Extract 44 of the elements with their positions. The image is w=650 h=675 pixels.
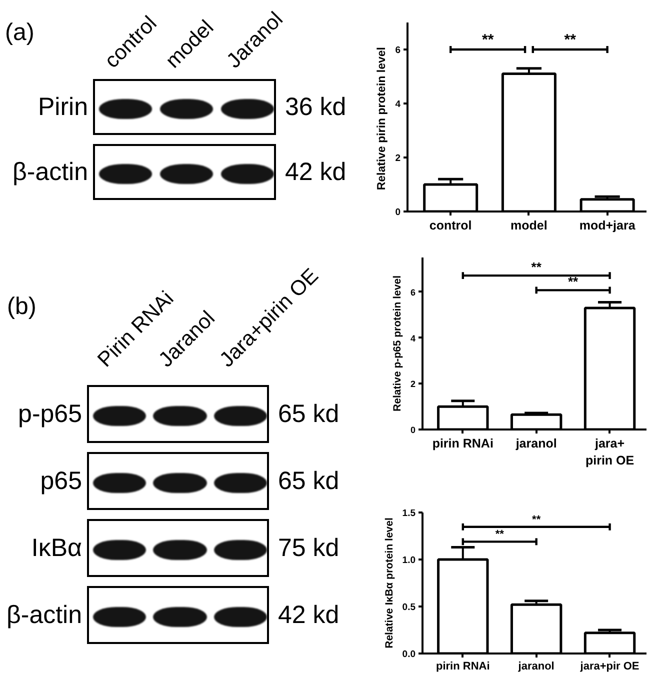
text: (b) xyxy=(7,293,36,320)
x-tick-label: jaranol xyxy=(514,436,557,450)
x-tick-label: jara+pir OE xyxy=(579,660,640,672)
y-tick-label: 0.0 xyxy=(402,649,416,660)
category-label: IκBα xyxy=(31,534,82,562)
y-tick-label: 1.0 xyxy=(402,555,416,566)
x-tick-label: pirin RNAi xyxy=(436,660,490,672)
text: (a) xyxy=(5,19,34,46)
y-tick-label: 4 xyxy=(395,99,402,110)
y-tick-label: 2 xyxy=(395,153,401,164)
y-tick-label: 0 xyxy=(410,425,416,435)
x-tick-label: pirin RNAi xyxy=(432,436,494,450)
annotation: ** xyxy=(564,32,576,49)
category-label: 75 kd xyxy=(278,534,340,562)
y-tick-label: 6 xyxy=(410,287,416,298)
category-label: β-actin xyxy=(6,600,82,628)
category-label: 36 kd xyxy=(285,92,346,120)
y-tick-label: 0.5 xyxy=(402,602,416,613)
annotation: ** xyxy=(568,274,580,290)
y-tick-label: 0 xyxy=(395,207,401,218)
category-label: 65 kd xyxy=(278,466,340,494)
x-tick-label: model xyxy=(510,218,548,232)
x-tick-label: jaranol xyxy=(517,660,554,672)
annotation: ** xyxy=(495,528,505,541)
y-axis-title: Relative IκBα protein level xyxy=(383,518,396,648)
x-tick-label: mod+jara xyxy=(579,218,636,232)
category-label: β-actin xyxy=(12,158,88,186)
y-tick-label: 6 xyxy=(395,45,401,56)
annotation: ** xyxy=(482,32,494,49)
y-tick-label: 1.5 xyxy=(402,508,416,519)
category-label: p65 xyxy=(40,466,82,494)
category-label: 42 kd xyxy=(285,158,346,186)
y-tick-label: 2 xyxy=(410,379,416,390)
y-axis-title: Relative pirin protein level xyxy=(376,47,388,190)
x-tick-label: jara+ pirin OE xyxy=(585,436,634,468)
annotation: ** xyxy=(532,514,542,526)
category-label: p-p65 xyxy=(18,400,82,428)
y-axis-title: Relative p-p65 protein level xyxy=(391,275,404,412)
annotation: ** xyxy=(531,260,542,275)
category-label: Pirin xyxy=(38,92,88,120)
category-label: 42 kd xyxy=(278,600,340,628)
category-label: 65 kd xyxy=(278,400,340,428)
x-tick-label: control xyxy=(429,218,472,232)
y-tick-label: 4 xyxy=(410,333,416,344)
